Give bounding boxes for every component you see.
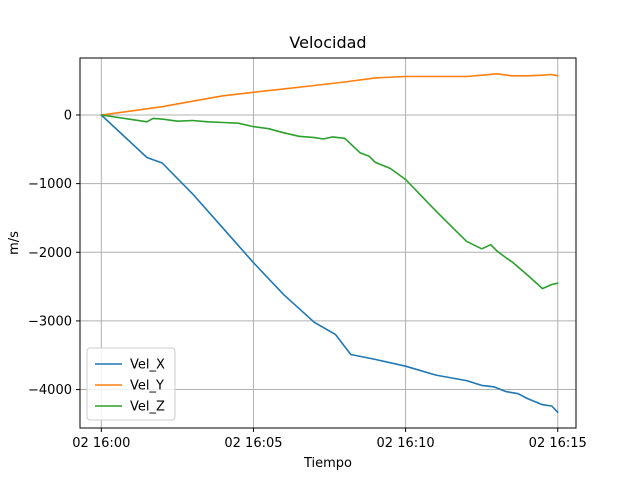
- y-tick-label: −3000: [28, 314, 72, 329]
- legend-label: Vel_Y: [130, 379, 164, 394]
- grid-lines: [80, 58, 576, 428]
- y-tick-label: −4000: [28, 383, 72, 398]
- legend-items: Vel_X Vel_Y Vel_Z: [95, 358, 165, 415]
- plot-frame: [79, 57, 577, 429]
- series-line-vel-y: [100, 73, 559, 116]
- x-tick-label: 02 16:15: [529, 436, 587, 451]
- x-tick-label: 02 16:10: [377, 436, 435, 451]
- y-tick-label: 0: [64, 108, 72, 123]
- chart-title: Velocidad: [289, 33, 366, 52]
- y-tick-label: −2000: [28, 246, 72, 261]
- legend-label: Vel_Z: [130, 400, 165, 415]
- series-lines: [100, 73, 559, 414]
- axis-ticks: 02 16:00 02 16:05 02 16:10 02 16:15 0 −1000 −2…: [28, 108, 587, 451]
- series-line-vel-x: [100, 114, 559, 414]
- y-axis-label: m/s: [7, 231, 22, 255]
- legend: Vel_X Vel_Y Vel_Z: [86, 347, 176, 421]
- legend-label: Vel_X: [130, 358, 165, 373]
- y-tick-label: −1000: [28, 177, 72, 192]
- x-tick-label: 02 16:05: [224, 436, 282, 451]
- series-line-vel-z: [100, 114, 559, 290]
- x-tick-label: 02 16:00: [72, 436, 130, 451]
- legend-box: [86, 347, 176, 421]
- x-axis-label: Tiempo: [303, 456, 352, 471]
